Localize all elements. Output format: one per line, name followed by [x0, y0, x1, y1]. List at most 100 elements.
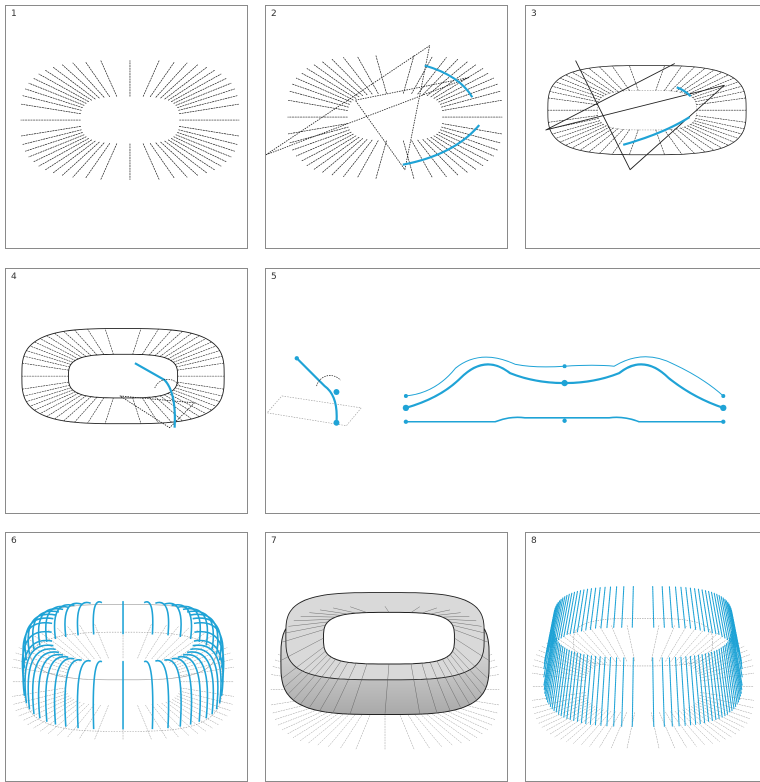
spoke-line	[599, 67, 623, 91]
spoke-line	[174, 137, 227, 162]
spoke-line	[174, 78, 227, 103]
spoke-line	[376, 56, 387, 94]
rib-line	[622, 658, 624, 726]
roof-opening	[324, 612, 455, 664]
spoke-line	[693, 705, 740, 731]
rib-line	[607, 658, 611, 726]
step-panel-5: 5	[265, 268, 760, 514]
spoke-line	[666, 712, 687, 747]
spoke-line	[690, 124, 733, 142]
spoke-line	[573, 630, 607, 663]
profile-curve	[297, 358, 337, 422]
spoke-line	[694, 121, 741, 134]
rib-curve	[93, 602, 102, 635]
spoke-line	[142, 329, 158, 354]
spoke-line	[22, 363, 68, 370]
spoke-line	[671, 129, 695, 153]
spoke-line	[308, 713, 345, 743]
spoke-line	[33, 78, 86, 103]
spoke-line	[179, 694, 231, 711]
control-point	[404, 394, 408, 398]
top-profile-thin	[406, 357, 723, 396]
rib-curve	[155, 602, 168, 635]
spoke-line	[95, 706, 109, 740]
spoke-line	[693, 123, 739, 139]
rib-line	[681, 657, 685, 725]
spoke-line	[165, 141, 207, 173]
spoke-line	[322, 138, 362, 172]
rib-line	[686, 588, 691, 629]
spoke-line	[664, 66, 681, 91]
rib-curve	[155, 661, 168, 728]
spoke-line	[176, 356, 222, 367]
spoke-line	[664, 130, 681, 155]
spoke-line	[317, 714, 349, 746]
rib-curve	[77, 602, 90, 635]
spoke-line	[26, 388, 71, 402]
spoke-line	[566, 75, 607, 95]
spoke-line	[439, 132, 494, 156]
construction-line	[266, 46, 469, 170]
rib-line	[676, 658, 680, 726]
spoke-line	[142, 398, 158, 423]
radial-lines-plan	[6, 6, 247, 248]
spoke-line	[101, 61, 117, 97]
spoke-line	[133, 398, 141, 424]
control-point	[720, 405, 726, 411]
rib-line	[632, 658, 633, 726]
spoke-line	[73, 63, 104, 97]
spoke-line	[155, 397, 182, 421]
spoke-line	[425, 713, 462, 743]
spoke-line	[152, 705, 179, 738]
rib-line	[577, 590, 584, 632]
spoke-line	[671, 627, 697, 662]
spoke-line	[651, 713, 659, 749]
control-point	[295, 356, 299, 360]
spoke-line	[681, 128, 715, 150]
step-panel-3: 3	[525, 5, 760, 249]
spoke-line	[88, 329, 104, 354]
spoke-line	[168, 339, 206, 359]
spoke-line	[548, 98, 597, 105]
rib-line	[574, 654, 581, 721]
spoke-line	[105, 329, 113, 355]
control-point	[333, 389, 339, 395]
spoke-line	[301, 73, 353, 100]
rib-line	[686, 657, 691, 725]
spoke-line	[612, 66, 629, 91]
rib-curve	[39, 655, 64, 719]
rib-line	[614, 658, 617, 726]
spoke-line	[34, 392, 75, 410]
profile-curves	[266, 269, 760, 513]
spoke-line	[143, 144, 159, 180]
radial-lines-with-construction	[266, 6, 507, 248]
rib-line	[702, 590, 709, 632]
spoke-line	[150, 62, 174, 97]
spoke-line	[24, 385, 70, 396]
spoke-line	[21, 104, 80, 114]
spoke-line	[695, 704, 744, 728]
spoke-line	[95, 624, 109, 658]
control-point	[404, 420, 408, 424]
rib-curve	[144, 661, 153, 729]
spoke-line	[296, 78, 351, 102]
spoke-line	[175, 351, 220, 365]
spoke-line	[566, 126, 607, 146]
rib-line	[601, 657, 605, 725]
spoke-line	[684, 127, 721, 148]
rib-line	[681, 587, 685, 628]
spoke-line	[177, 363, 223, 370]
spoke-line	[175, 388, 220, 402]
spoke-line	[556, 123, 602, 139]
rib-line	[622, 587, 624, 628]
spoke-line	[64, 331, 91, 355]
spoke-line	[179, 96, 237, 111]
spoke-line	[403, 141, 414, 179]
spoke-line	[666, 626, 687, 661]
spoke-line	[376, 141, 387, 179]
highlight-arc	[403, 125, 479, 165]
spoke-line	[22, 382, 68, 389]
spoke-line	[433, 710, 477, 737]
control-point	[721, 420, 725, 424]
spoke-line	[16, 694, 68, 711]
